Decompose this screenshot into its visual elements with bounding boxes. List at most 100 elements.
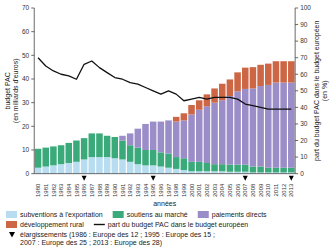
tick-label: 1988 — [97, 183, 103, 197]
tick-label: 30 — [22, 99, 30, 106]
tick — [31, 78, 34, 79]
bar — [42, 167, 49, 174]
tick — [295, 140, 298, 141]
x-axis-label: années — [153, 200, 176, 207]
tick-label: 0 — [26, 170, 30, 177]
bar — [66, 142, 73, 143]
tick-label: 1982 — [51, 183, 57, 197]
legend-swatch — [198, 211, 209, 218]
tick-label: 2012 — [281, 183, 287, 197]
bar — [234, 165, 241, 172]
bar — [96, 133, 103, 134]
bar — [257, 167, 264, 173]
tick-label: 2006 — [235, 183, 241, 197]
tick-label: 2000 — [189, 183, 195, 197]
tick-label: 50 — [22, 52, 30, 59]
bar — [181, 120, 188, 158]
tick-label: 100 — [300, 4, 311, 11]
bar-series — [119, 83, 294, 168]
legend-item: développement rural — [6, 221, 84, 229]
legend-swatch — [6, 211, 17, 218]
tick-label: 1990 — [112, 183, 118, 197]
tick-label: 1987 — [89, 183, 95, 197]
bar — [50, 146, 57, 165]
tick-label: 1985 — [74, 183, 80, 197]
bar — [96, 133, 103, 157]
bar — [66, 163, 73, 174]
bar — [265, 64, 272, 85]
bar — [227, 165, 234, 172]
bar — [211, 103, 218, 165]
bar — [142, 123, 149, 124]
bar — [135, 129, 142, 148]
tick-label: 60 — [300, 71, 308, 78]
bar — [165, 168, 172, 174]
tick-label: 1986 — [81, 183, 87, 197]
tick-label: 60 — [22, 28, 30, 35]
tick-label: 1981 — [43, 183, 49, 197]
legend-swatch — [113, 211, 124, 218]
bar — [158, 152, 165, 166]
tick-label: 2008 — [250, 183, 256, 197]
enlargement-marker — [243, 176, 248, 181]
tick — [295, 157, 298, 158]
legend-swatch — [6, 221, 17, 228]
tick-label: 2004 — [219, 183, 225, 197]
bar — [150, 150, 157, 165]
enlargement-marker — [82, 176, 87, 181]
legend-swatch — [94, 224, 105, 225]
bar — [89, 133, 96, 134]
bar — [219, 164, 226, 171]
bar — [265, 85, 272, 168]
bar — [181, 113, 188, 120]
bar — [234, 91, 241, 164]
bar — [119, 141, 126, 160]
axis-line — [34, 8, 35, 174]
bar — [35, 168, 42, 174]
bar — [112, 136, 119, 137]
bar — [250, 67, 257, 88]
bar — [273, 83, 280, 168]
tick-label: 1983 — [58, 183, 64, 197]
bar — [135, 164, 142, 173]
legend-label: paiements directs — [212, 211, 267, 219]
bar — [112, 137, 119, 158]
bar — [280, 83, 287, 168]
tick — [295, 173, 298, 174]
legend-label: subventions à l'exportation — [20, 211, 103, 219]
axis-line — [34, 173, 295, 174]
bar — [280, 168, 287, 173]
bar — [250, 88, 257, 166]
tick-label: 2011 — [273, 183, 279, 197]
y-axis-label: budget PAC(en milliards d'euros) — [4, 58, 20, 123]
legend-item: soutiens au marché — [113, 211, 188, 218]
tick — [295, 123, 298, 124]
tick-label: 80 — [300, 37, 308, 44]
bar — [50, 146, 57, 147]
tick — [31, 149, 34, 150]
bar — [66, 143, 73, 163]
bar — [58, 145, 65, 164]
bar — [204, 106, 211, 163]
tick-label: 2013 — [288, 183, 294, 197]
bar — [257, 65, 264, 86]
tick — [295, 41, 298, 42]
tick — [295, 90, 298, 91]
bar — [196, 162, 203, 171]
legend-item: élargissements (1986 : Europe des 12 ; 1… — [9, 231, 215, 247]
tick-label: 1989 — [104, 183, 110, 197]
tick-label: 50 — [300, 87, 308, 94]
bar — [42, 148, 49, 167]
tick-label: 70 — [22, 4, 30, 11]
bar — [135, 148, 142, 165]
bar — [58, 164, 65, 173]
legend-label: soutiens au marché — [127, 211, 188, 218]
bar — [73, 140, 80, 141]
bar — [73, 140, 80, 141]
bar — [104, 136, 111, 157]
tick — [31, 55, 34, 56]
bar — [96, 157, 103, 174]
tick — [31, 126, 34, 127]
bar — [158, 121, 165, 122]
bar — [227, 96, 234, 165]
